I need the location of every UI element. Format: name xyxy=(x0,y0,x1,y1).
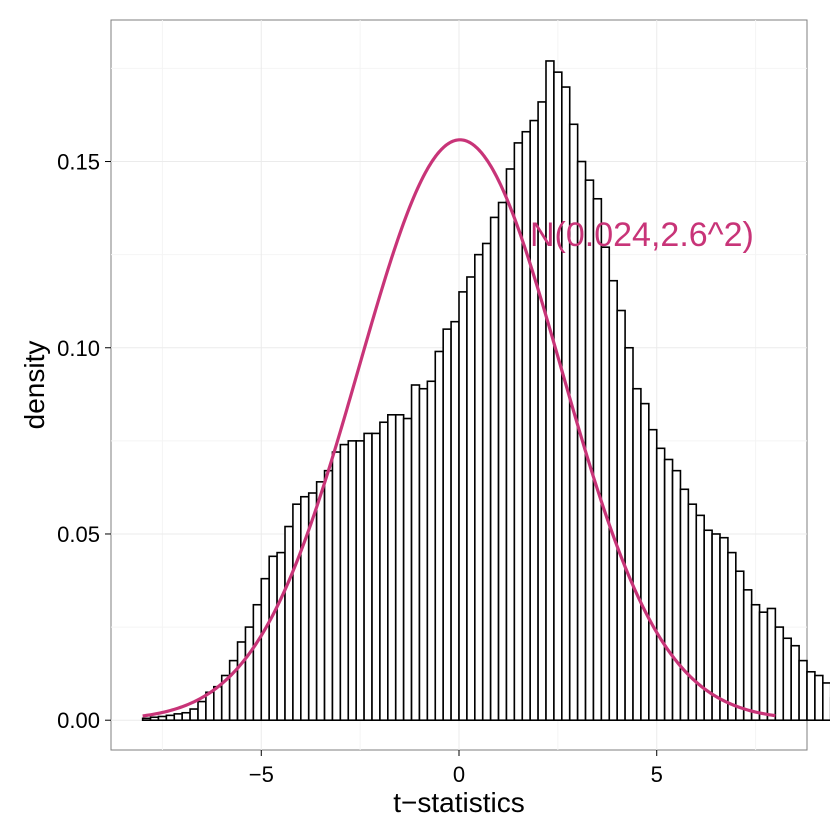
histogram-bar xyxy=(410,384,421,722)
y-tick-label: 0.05 xyxy=(57,522,100,547)
histogram-bar xyxy=(205,691,215,722)
histogram-bar xyxy=(497,201,508,722)
histogram-bar xyxy=(434,350,444,722)
histogram-bar xyxy=(466,276,476,722)
histogram-bar xyxy=(711,533,721,722)
histogram-bar xyxy=(790,644,800,722)
histogram-bar xyxy=(181,711,191,722)
histogram-bar xyxy=(671,469,682,722)
histogram-bar xyxy=(284,525,294,722)
histogram-bar xyxy=(727,551,737,722)
histogram-bar xyxy=(189,708,199,722)
histogram-bar xyxy=(521,130,531,722)
histogram-bar xyxy=(561,86,571,722)
histogram-bar xyxy=(394,413,405,722)
axis-ticks: −5 0 5 0.00 0.05 0.10 0.15 xyxy=(57,150,663,787)
histogram-bar xyxy=(244,626,255,722)
histogram-bar xyxy=(592,197,603,722)
x-tick-label: 5 xyxy=(651,762,663,787)
histogram-bar xyxy=(197,700,207,722)
histogram-bar xyxy=(157,715,168,722)
histogram-bar xyxy=(806,670,816,722)
histogram-bar xyxy=(640,402,650,722)
histogram-bar xyxy=(798,659,808,722)
histogram-bar xyxy=(782,637,792,722)
histogram-bar xyxy=(474,253,484,722)
histogram-bar xyxy=(750,603,761,722)
histogram-bar xyxy=(276,551,286,722)
histogram-bar xyxy=(600,246,611,722)
histogram-bar xyxy=(426,380,437,722)
histogram-bar xyxy=(545,60,555,722)
histogram-bar xyxy=(442,328,452,722)
histogram-bar xyxy=(679,488,690,722)
histogram-bar xyxy=(268,555,278,722)
histogram-bar xyxy=(537,101,547,722)
histogram-bar xyxy=(252,603,263,722)
histogram-bar xyxy=(347,440,357,722)
histogram-bar xyxy=(371,432,381,722)
histogram-bar xyxy=(450,320,460,722)
histogram-bar xyxy=(632,387,642,722)
histogram-bar xyxy=(553,71,563,722)
histogram-bar xyxy=(173,713,183,722)
curve-line xyxy=(142,138,776,718)
histogram-bar xyxy=(363,432,373,722)
histogram-bar xyxy=(529,119,539,722)
x-tick-label: −5 xyxy=(249,762,274,787)
histogram-bar xyxy=(608,279,618,722)
histogram-bar xyxy=(655,447,666,722)
y-tick-label: 0.10 xyxy=(57,336,100,361)
histogram-bar xyxy=(458,291,468,722)
histogram-bar xyxy=(663,458,674,722)
histogram-bar xyxy=(165,714,176,722)
y-tick-label: 0.00 xyxy=(57,708,100,733)
histogram-bar xyxy=(624,346,634,722)
histogram-bar xyxy=(774,626,785,722)
histogram-bar xyxy=(489,216,500,722)
histogram-bar xyxy=(719,536,729,722)
curve-annotation: N(0.024,2.6^2) xyxy=(530,216,754,254)
histogram-bar xyxy=(758,611,769,722)
y-axis-title: density xyxy=(19,341,50,430)
histogram-bar xyxy=(149,716,160,722)
histogram-bar xyxy=(481,242,492,722)
histogram-bar xyxy=(323,469,334,722)
histogram-bars xyxy=(141,60,830,722)
histogram-bar xyxy=(814,674,824,722)
histogram-bar xyxy=(687,503,698,722)
histogram-bar xyxy=(616,309,626,722)
histogram-bar xyxy=(236,641,247,722)
histogram-bar xyxy=(331,451,342,722)
histogram-bar xyxy=(648,428,658,722)
histogram-bar xyxy=(260,577,270,722)
histogram-bar xyxy=(315,481,326,722)
histogram-bar xyxy=(742,589,753,722)
histogram-bar xyxy=(402,417,413,722)
histogram-bar xyxy=(379,421,389,722)
histogram-bar xyxy=(213,685,223,722)
histogram-bar xyxy=(735,570,745,722)
histogram-bar xyxy=(387,413,397,722)
histogram-bar xyxy=(418,387,429,722)
histogram-bar xyxy=(141,717,152,722)
normal-density-curve xyxy=(142,138,776,718)
histogram-bar xyxy=(355,440,365,722)
histogram-bar xyxy=(292,503,302,722)
histogram-bar xyxy=(339,443,350,722)
histogram-bar xyxy=(822,682,830,722)
histogram-bar xyxy=(505,168,516,722)
y-tick-label: 0.15 xyxy=(57,150,100,175)
x-axis-title: t−statistics xyxy=(393,787,524,818)
x-tick-label: 0 xyxy=(453,762,465,787)
histogram-bar xyxy=(766,607,777,722)
